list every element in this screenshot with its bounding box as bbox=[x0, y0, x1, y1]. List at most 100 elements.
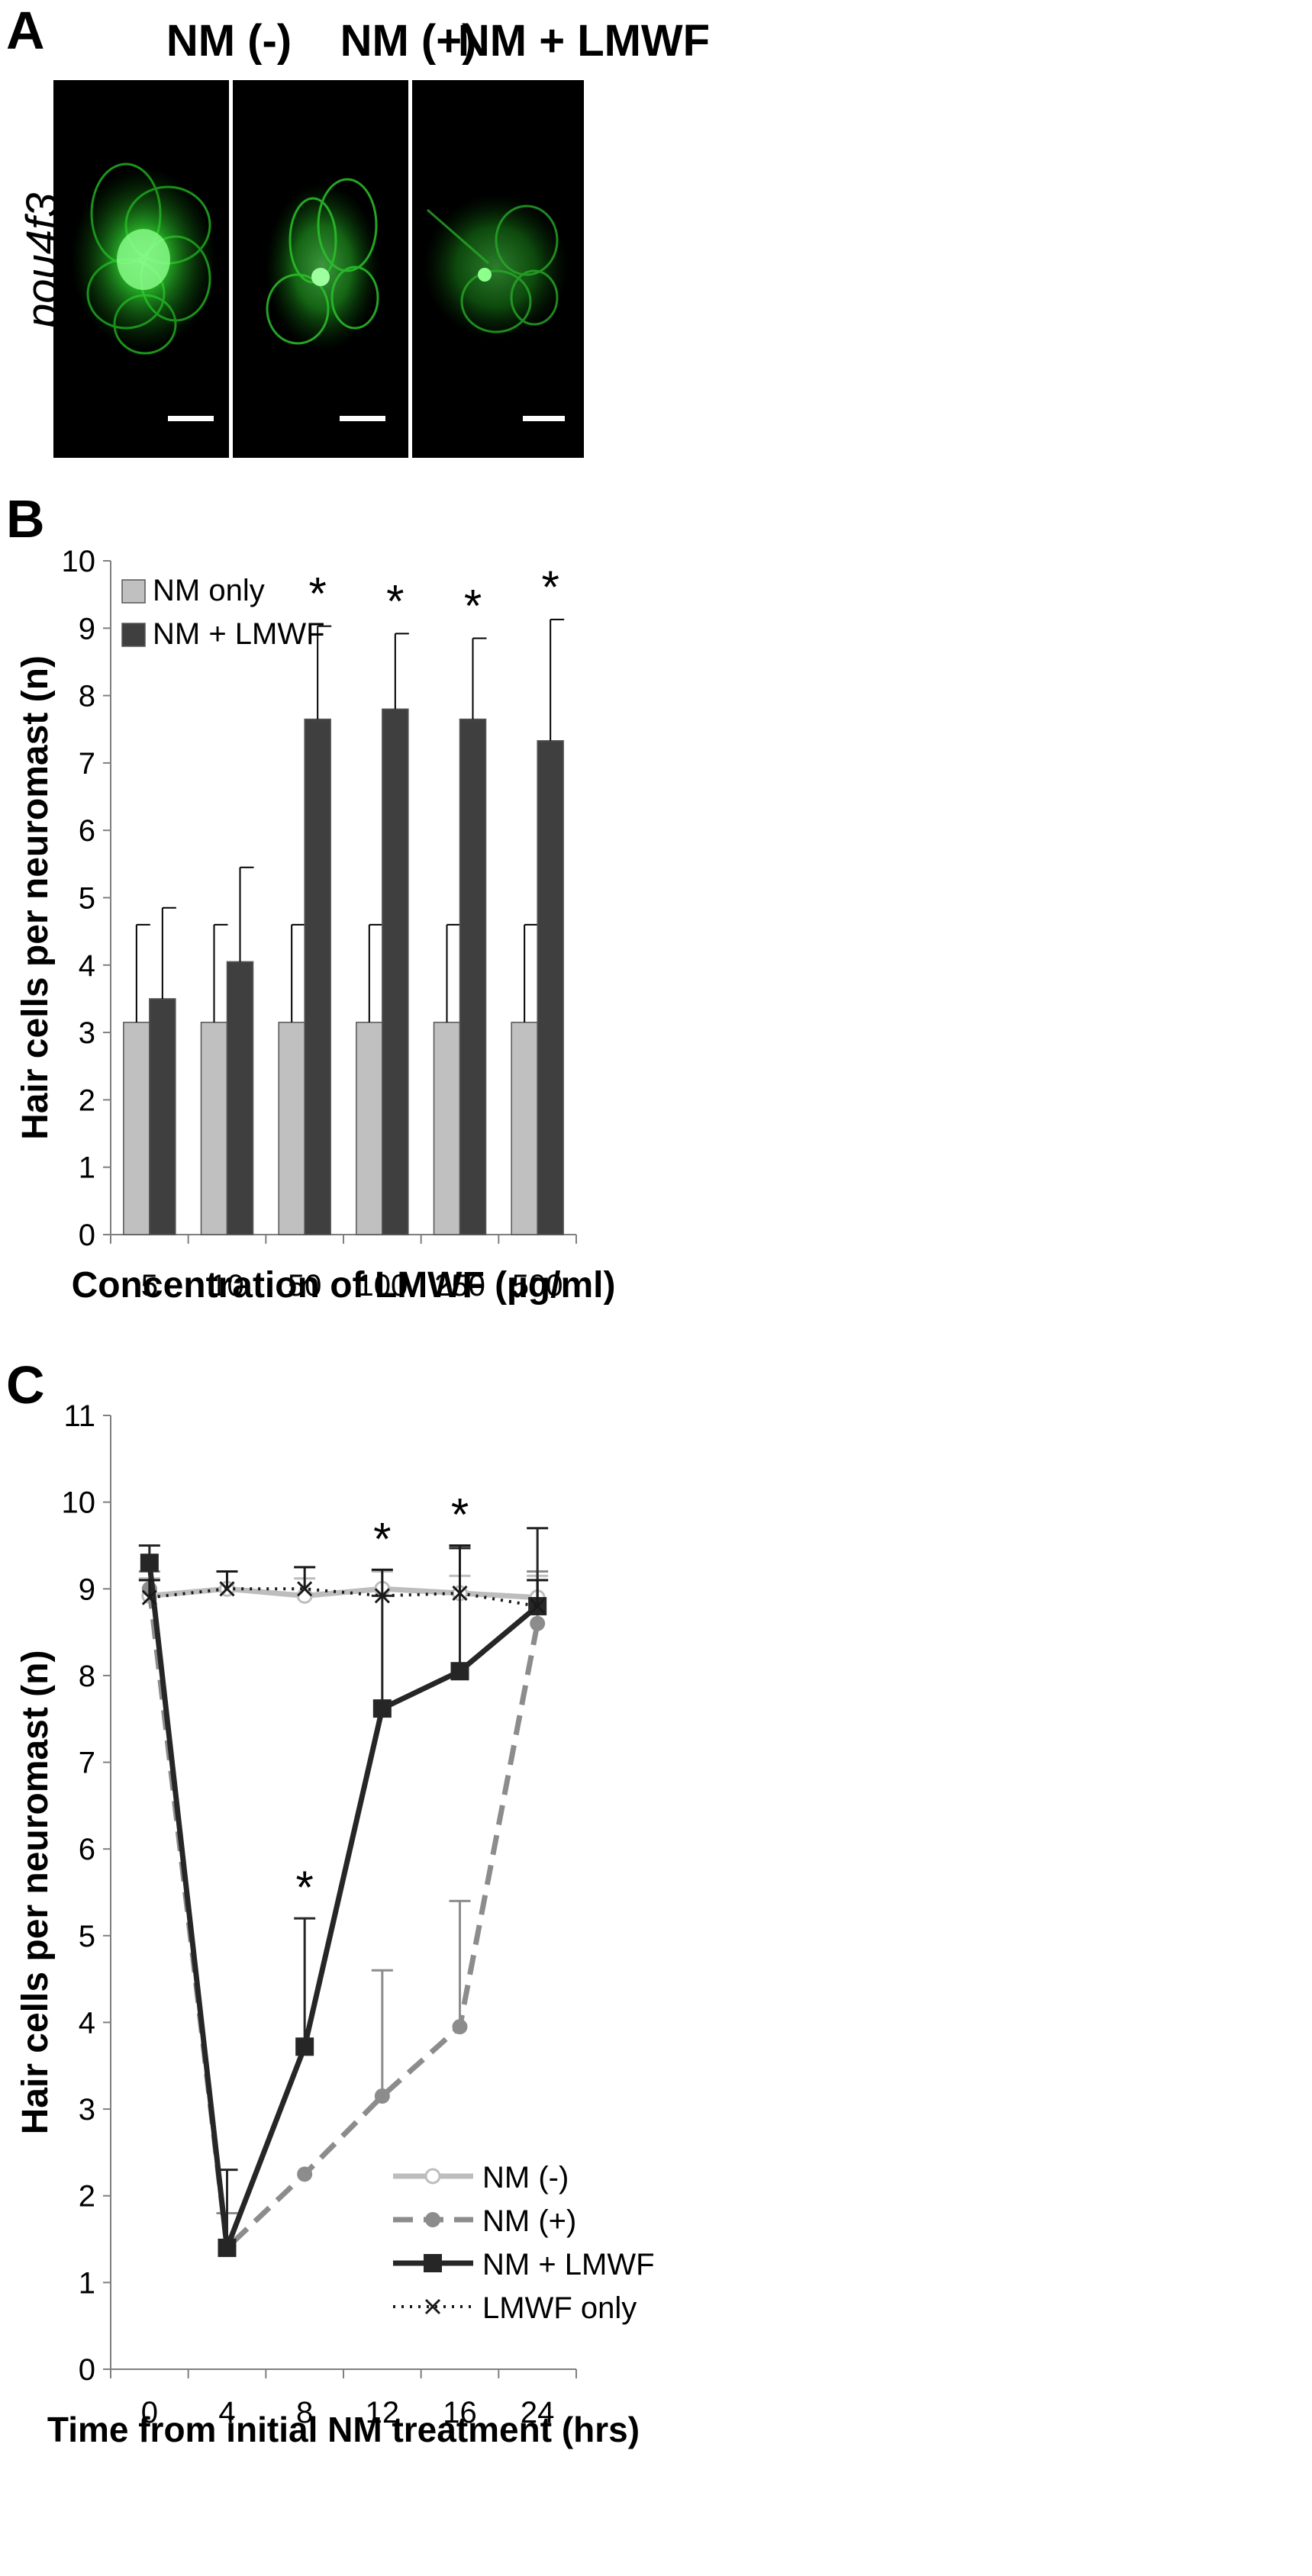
series-2 bbox=[138, 1527, 549, 2257]
y-tick-label: 4 bbox=[79, 949, 95, 983]
bar bbox=[459, 718, 487, 1235]
series-line bbox=[147, 1562, 540, 2251]
x-axis-title: Concentration of LMWF (µg/ml) bbox=[72, 1265, 616, 1306]
data-point bbox=[296, 1587, 313, 1604]
data-point bbox=[452, 1585, 468, 1602]
significance-marker: * bbox=[464, 581, 482, 632]
y-tick-label: 7 bbox=[79, 1747, 95, 1780]
image-title-nm-lmwf: NM + LMWF bbox=[457, 16, 711, 66]
bar bbox=[356, 1022, 383, 1235]
data-point bbox=[219, 1581, 235, 1597]
x-tick-label: 5 bbox=[141, 1269, 158, 1302]
panel-a-letter: A bbox=[6, 1, 45, 60]
bar bbox=[382, 708, 409, 1235]
legend-swatch bbox=[121, 623, 146, 647]
legend-label: NM + LMWF bbox=[482, 2248, 655, 2281]
x-tick-label: 10 bbox=[210, 1269, 244, 1302]
data-point bbox=[425, 2212, 440, 2227]
panel-c-letter: C bbox=[6, 1355, 45, 1415]
y-tick-label: 4 bbox=[79, 2006, 95, 2040]
y-tick-label: 7 bbox=[79, 747, 95, 781]
significance-marker: * bbox=[541, 562, 559, 613]
legend-swatch bbox=[121, 579, 146, 604]
y-axis-title: Hair cells per neuromast (n) bbox=[15, 655, 56, 1140]
scale-bar bbox=[523, 416, 565, 421]
legend-label: LMWF only bbox=[482, 2291, 637, 2325]
y-tick-label: 8 bbox=[79, 1660, 95, 1693]
bar bbox=[149, 998, 176, 1235]
y-tick-label: 9 bbox=[79, 612, 95, 646]
data-point bbox=[424, 2298, 441, 2315]
legend-label: NM + LMWF bbox=[153, 617, 325, 651]
data-point bbox=[450, 1662, 469, 1681]
bar-chart: 0 1 2 3 4 5 6 7 8 9 10 5 10 50 * 100 * 250 * 500 * NM only NM … bbox=[15, 545, 615, 1306]
y-tick-label: 9 bbox=[79, 1573, 95, 1606]
data-point bbox=[424, 2254, 442, 2272]
bar bbox=[537, 740, 564, 1235]
y-tick-label: 6 bbox=[79, 814, 95, 848]
data-point bbox=[452, 2019, 468, 2035]
significance-marker: * bbox=[373, 1513, 391, 1564]
data-point bbox=[530, 1598, 546, 1615]
y-tick-label: 0 bbox=[79, 1219, 95, 1252]
y-tick-label: 1 bbox=[79, 2266, 95, 2300]
bar bbox=[278, 1022, 305, 1235]
data-point bbox=[530, 1615, 546, 1631]
image-title-nm-plus: NM (+) bbox=[340, 16, 477, 66]
data-point bbox=[140, 1554, 159, 1573]
bar bbox=[304, 718, 331, 1235]
data-point bbox=[374, 1588, 390, 1604]
x-tick-label: 4 bbox=[218, 2396, 235, 2429]
x-axis-title: Time from initial NM treatment (hrs) bbox=[47, 2410, 640, 2449]
y-tick-label: 5 bbox=[79, 1920, 95, 1953]
y-tick-label: 0 bbox=[79, 2353, 95, 2387]
y-tick-label: 5 bbox=[79, 882, 95, 916]
x-tick-label: 250 bbox=[434, 1269, 485, 1302]
x-tick-label: 24 bbox=[521, 2396, 555, 2429]
data-point bbox=[372, 1699, 392, 1718]
x-tick-label: 8 bbox=[296, 2396, 313, 2429]
x-tick-label: 16 bbox=[443, 2396, 477, 2429]
legend-label: NM (+) bbox=[482, 2204, 576, 2238]
y-tick-label: 8 bbox=[79, 680, 95, 713]
bar bbox=[200, 1022, 228, 1235]
data-point bbox=[295, 2037, 314, 2056]
bar bbox=[123, 1022, 150, 1235]
data-point bbox=[424, 2168, 441, 2185]
data-point bbox=[374, 2088, 390, 2104]
data-point bbox=[297, 2166, 313, 2182]
data-point bbox=[218, 2238, 237, 2257]
significance-marker: * bbox=[386, 575, 404, 626]
micrograph-nm-minus bbox=[53, 80, 229, 458]
y-tick-label: 6 bbox=[79, 1833, 95, 1866]
micrograph-nm-plus bbox=[233, 80, 408, 458]
y-tick-label: 2 bbox=[79, 2180, 95, 2214]
legend-label: NM only bbox=[153, 574, 265, 607]
scale-bar bbox=[168, 416, 214, 421]
x-tick-label: 50 bbox=[288, 1269, 322, 1302]
legend-label: NM (-) bbox=[482, 2161, 569, 2194]
y-tick-label: 10 bbox=[62, 545, 96, 578]
x-tick-label: 100 bbox=[356, 1269, 408, 1302]
data-point bbox=[141, 1589, 157, 1605]
significance-marker: * bbox=[451, 1489, 469, 1540]
x-tick-label: 0 bbox=[141, 2396, 158, 2429]
significance-marker: * bbox=[308, 568, 326, 620]
series-line bbox=[147, 1588, 540, 2251]
significance-marker: * bbox=[295, 1862, 313, 1913]
image-title-nm-minus: NM (-) bbox=[166, 16, 292, 66]
data-point bbox=[297, 1581, 313, 1597]
panel-b-letter: B bbox=[6, 489, 45, 549]
y-tick-label: 3 bbox=[79, 1016, 95, 1050]
scale-bar bbox=[340, 416, 385, 421]
y-tick-label: 1 bbox=[79, 1151, 95, 1185]
series-3 bbox=[138, 1544, 549, 1615]
x-tick-label: 12 bbox=[366, 2396, 400, 2429]
series-0 bbox=[138, 1570, 549, 1606]
y-tick-label: 11 bbox=[63, 1399, 95, 1433]
y-tick-label: 3 bbox=[79, 2093, 95, 2127]
series-line bbox=[149, 1587, 538, 1608]
y-axis-title: Hair cells per neuromast (n) bbox=[15, 1650, 56, 2135]
micrograph-nm-lmwf bbox=[412, 80, 584, 458]
